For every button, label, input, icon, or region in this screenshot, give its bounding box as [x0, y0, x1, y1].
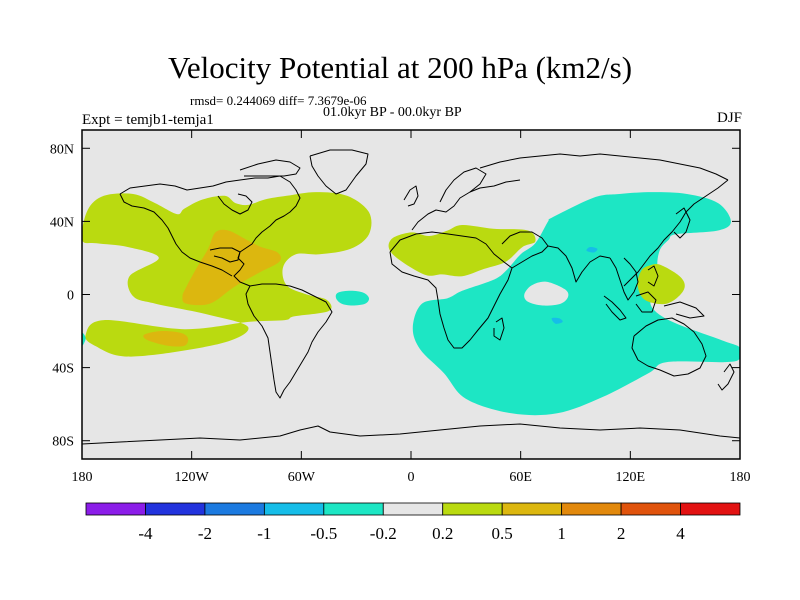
coastline-borneo	[635, 291, 657, 313]
season-label: DJF	[716, 110, 742, 126]
colorbar-swatch	[145, 502, 206, 516]
coastline-scandinavia	[439, 167, 487, 203]
rmsd-diff-stats: rmsd= 0.244069 diff= 7.3679e-06	[190, 93, 367, 108]
colorbar-label: -1	[257, 524, 271, 543]
region-positive-philippines	[637, 264, 685, 305]
colorbar-label: 0.2	[432, 524, 453, 543]
region-positive-south-pacific-core	[143, 331, 189, 347]
coastline-europe	[411, 179, 521, 231]
y-tick-label: 80S	[52, 435, 74, 450]
coastline-india	[547, 245, 611, 283]
map-panel: 180 120W 60W 0 60E 120E 180 80N 40N 0 40S 80S	[50, 129, 751, 485]
colorbar: -4 -2 -1 -0.5 -0.2 0.2 0.5 1 2 4	[85, 502, 741, 543]
x-tick-label: 60E	[509, 470, 532, 485]
y-tick-label: 0	[67, 289, 74, 304]
colorbar-swatch	[323, 502, 384, 516]
x-tick-label: 0	[408, 470, 415, 485]
region-negative-core-2	[551, 317, 563, 324]
coastline-arctic	[239, 159, 301, 177]
x-tick-label: 180	[730, 470, 751, 485]
y-tick-label: 80N	[50, 142, 74, 157]
axis-ticks: 180 120W 60W 0 60E 120E 180 80N 40N 0 40S 80S	[50, 130, 751, 485]
coastline-new-zealand	[717, 363, 735, 391]
x-tick-label: 60W	[288, 470, 316, 485]
colorbar-swatch	[501, 502, 563, 516]
region-negative-west-edge	[82, 332, 86, 346]
coastline-africa	[389, 231, 513, 349]
colorbar-label: -0.5	[310, 524, 337, 543]
colorbar-label: 0.5	[492, 524, 513, 543]
experiment-label: Expt = temjb1-temja1	[82, 112, 214, 128]
colorbar-swatch	[442, 502, 503, 516]
x-tick-label: 120W	[175, 470, 210, 485]
colorbar-label: 1	[557, 524, 566, 543]
x-tick-label: 180	[72, 470, 93, 485]
y-tick-label: 40N	[50, 215, 74, 230]
coastline-south-america	[245, 283, 333, 399]
coastline-antarctica	[82, 423, 740, 445]
coastline-arabia	[501, 231, 549, 269]
colorbar-swatch	[204, 502, 265, 516]
colorbar-swatch	[620, 502, 681, 516]
y-tick-label: 40S	[52, 362, 74, 377]
coastline-japan	[673, 207, 691, 239]
region-negative-core-1	[586, 246, 598, 253]
coastline-new-guinea	[663, 301, 705, 319]
region-positive-indian-ocean-hole	[524, 281, 569, 306]
colorbar-swatch	[561, 502, 622, 516]
contour-regions	[82, 192, 740, 416]
colorbar-label: -2	[198, 524, 212, 543]
coastline-philippines	[647, 265, 659, 287]
colorbar-label: 2	[617, 524, 626, 543]
chart-title: Velocity Potential at 200 hPa (km2/s)	[167, 50, 633, 85]
coastline-greenland	[309, 149, 369, 195]
period-label: 01.0kyr BP - 00.0kyr BP	[323, 105, 462, 120]
coastlines	[82, 149, 740, 445]
region-negative-atlantic	[335, 290, 370, 306]
colorbar-swatch	[382, 502, 444, 516]
coastline-uk	[403, 185, 419, 207]
coastline-north-america-west	[119, 193, 233, 277]
colorbar-label: -0.2	[370, 524, 397, 543]
colorbar-swatch	[85, 502, 146, 516]
region-positive-africa-mediterranean	[388, 224, 536, 277]
coastline-madagascar	[493, 317, 505, 341]
coastline-australia	[631, 317, 707, 377]
coastline-gulf	[209, 247, 241, 263]
coastline-sumatra	[603, 295, 627, 321]
colorbar-label: 4	[676, 524, 685, 543]
coastline-asia-east	[623, 179, 729, 287]
x-tick-label: 120E	[616, 470, 646, 485]
colorbar-label: -4	[138, 524, 153, 543]
coastline-hudson	[217, 193, 253, 215]
coastline-arctic-eurasia	[479, 153, 729, 181]
coastline-indochina	[609, 257, 639, 301]
colorbar-swatch	[263, 502, 325, 516]
region-positive-americas-core	[182, 229, 281, 306]
colorbar-swatch	[680, 502, 741, 516]
